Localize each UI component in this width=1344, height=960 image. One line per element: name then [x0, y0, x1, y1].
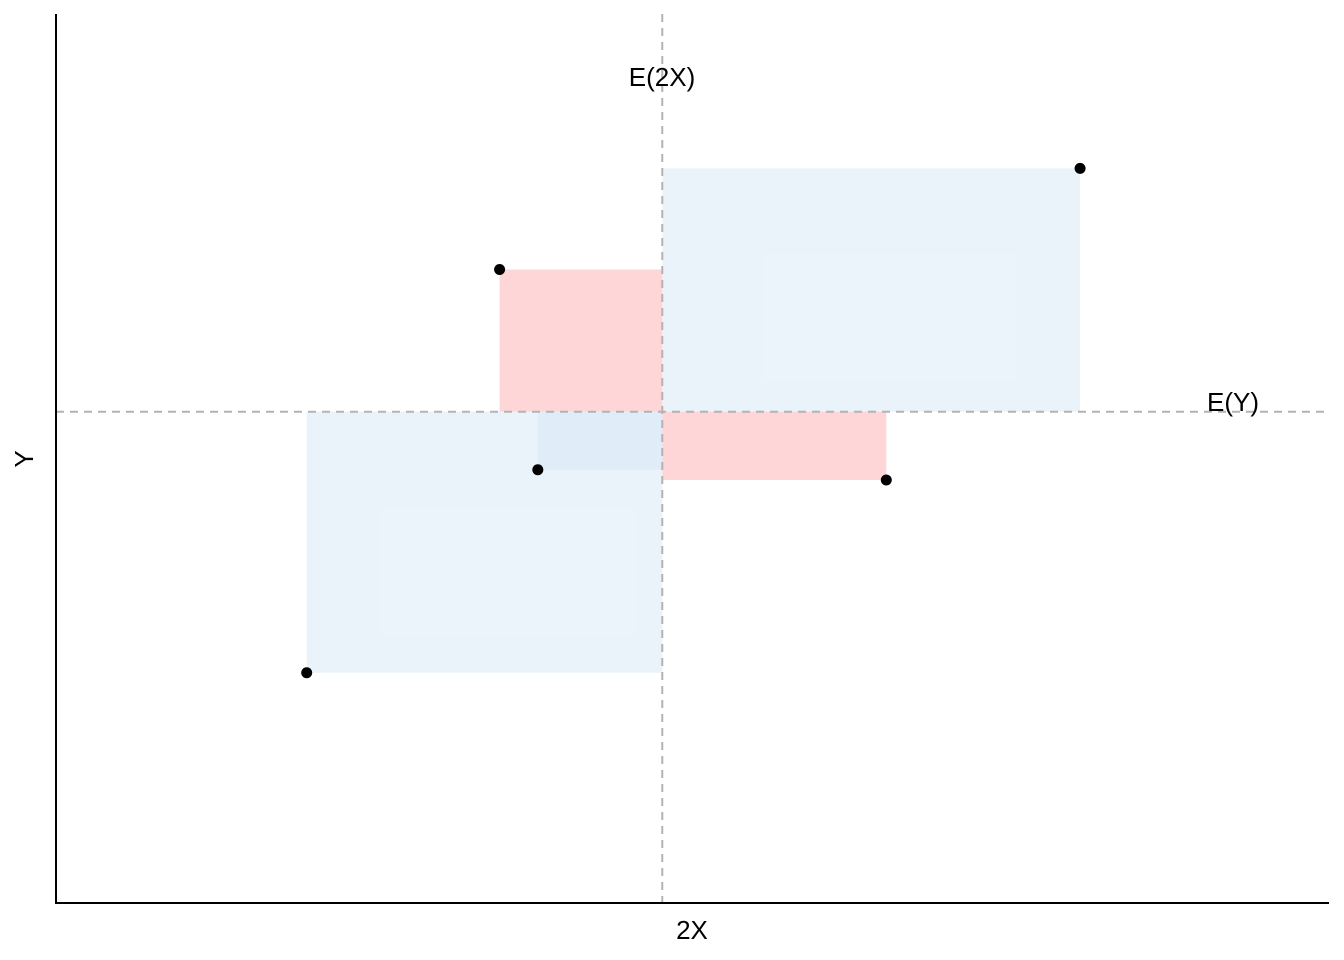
product-rectangles: [306, 168, 1081, 673]
product-rect-2: [499, 269, 663, 412]
data-point-3: [532, 464, 544, 476]
mean-x-label: E(2X): [629, 62, 695, 92]
product-rect-5: [306, 411, 663, 673]
y-axis-label: Y: [9, 450, 39, 467]
data-point-5: [301, 667, 313, 679]
mean-lines: [56, 14, 1329, 903]
product-rect-1: [662, 168, 1081, 412]
data-point-4: [880, 474, 892, 486]
data-point-2: [494, 263, 506, 275]
data-points: [301, 162, 1086, 679]
data-point-1: [1074, 162, 1086, 174]
mean-y-label: E(Y): [1207, 387, 1259, 417]
product-rect-4: [662, 411, 887, 481]
x-axis-label: 2X: [676, 915, 708, 945]
